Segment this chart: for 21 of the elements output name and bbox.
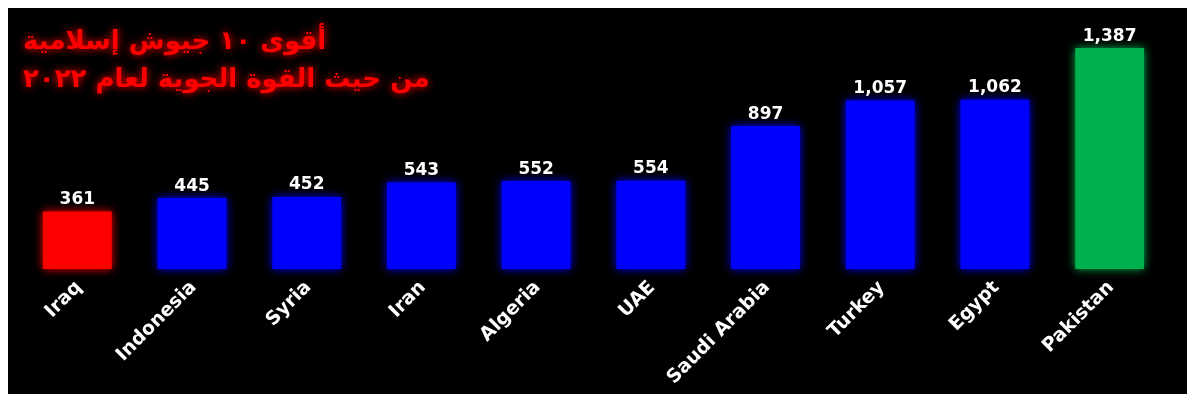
data-label: 543 (403, 158, 440, 179)
data-label: 445 (174, 174, 210, 195)
bar (387, 182, 456, 269)
bar (845, 100, 915, 269)
bar (1075, 48, 1145, 269)
chart-title: أقوى ١٠ جيوش إسلامية من حيث القوة الجوية لعام ٢٠٢٢ (23, 23, 430, 94)
data-label: 554 (633, 157, 669, 178)
bar (272, 196, 342, 269)
data-label: 552 (518, 157, 554, 178)
data-label: 1,387 (1082, 24, 1137, 45)
bar (501, 181, 571, 269)
bar (42, 211, 112, 269)
data-label: 1,062 (968, 76, 1022, 97)
bar (960, 99, 1030, 269)
bar (157, 198, 227, 269)
bar (731, 126, 800, 269)
bar (616, 180, 686, 269)
data-label: 897 (747, 102, 784, 123)
data-label: 361 (59, 187, 96, 208)
data-label: 1,057 (853, 77, 908, 98)
data-label: 452 (289, 173, 325, 194)
